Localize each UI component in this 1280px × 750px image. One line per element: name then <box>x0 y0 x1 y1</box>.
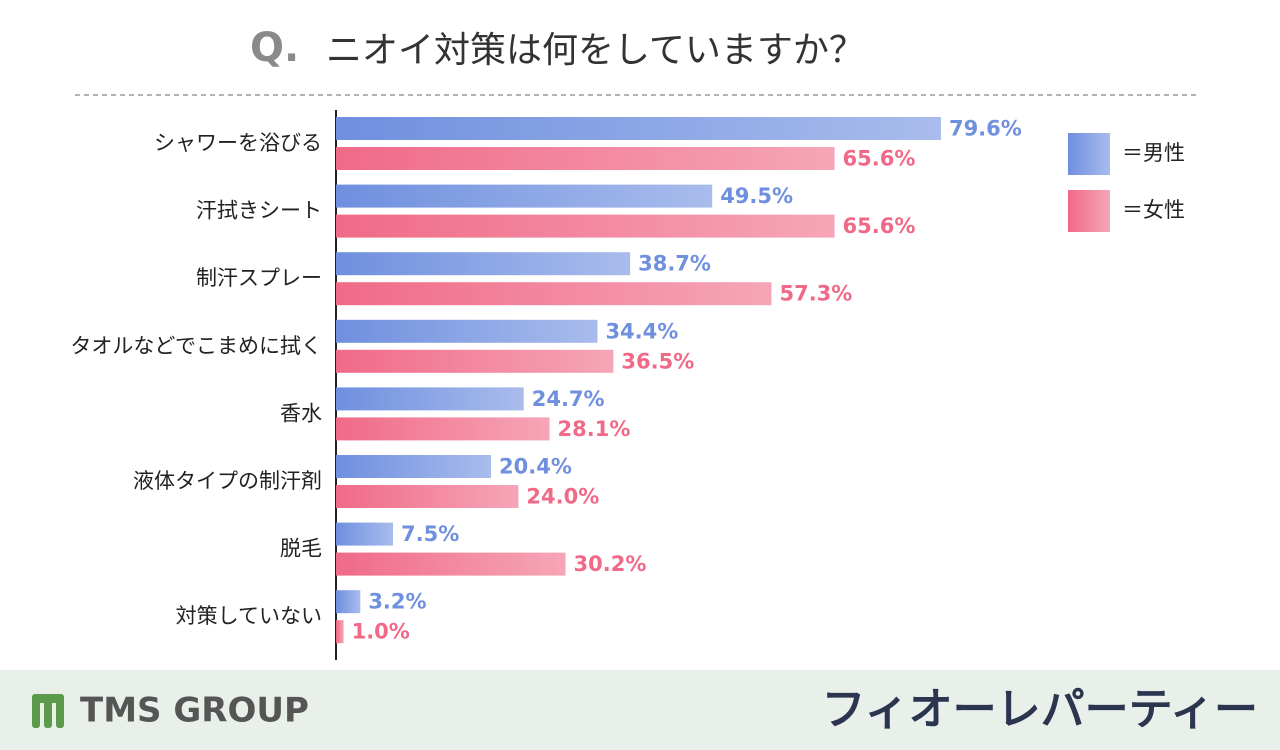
bar <box>336 417 550 441</box>
value-label: 57.3% <box>779 282 852 306</box>
bar <box>336 214 835 238</box>
category-label: 香水 <box>280 401 322 425</box>
value-label: 30.2% <box>574 552 647 576</box>
bar <box>336 282 772 306</box>
value-label: 34.4% <box>605 319 678 343</box>
value-label: 20.4% <box>499 455 572 479</box>
value-label: 65.6% <box>843 147 916 171</box>
value-label: 38.7% <box>638 252 711 276</box>
footer-band <box>0 670 1280 750</box>
value-label: 7.5% <box>401 522 459 546</box>
bar <box>336 485 519 508</box>
bar <box>336 252 631 276</box>
legend-label: ＝女性 <box>1122 198 1185 222</box>
bar <box>336 117 941 140</box>
value-label: 1.0% <box>352 620 410 644</box>
footer-left: TMS GROUP <box>80 691 309 731</box>
bar <box>336 552 566 576</box>
legend-swatch <box>1068 190 1110 232</box>
category-label: 液体タイプの制汗剤 <box>133 469 322 493</box>
category-label: タオルなどでこまめに拭く <box>70 334 322 358</box>
value-label: 79.6% <box>949 117 1022 141</box>
bar <box>336 522 393 546</box>
value-label: 65.6% <box>843 214 916 238</box>
category-label: 脱毛 <box>280 537 322 561</box>
category-label: 制汗スプレー <box>196 266 322 290</box>
chart-title: ニオイ対策は何をしていますか？ <box>326 30 865 71</box>
value-label: 36.5% <box>621 349 694 373</box>
value-label: 24.0% <box>526 485 599 509</box>
bar <box>336 184 713 208</box>
footer-logo-icon <box>32 694 64 728</box>
value-label: 28.1% <box>558 417 631 441</box>
bar <box>336 387 524 411</box>
bar <box>336 455 492 478</box>
title-prefix: Q. <box>250 25 299 71</box>
bar <box>336 620 344 644</box>
category-label: 対策していない <box>176 604 322 628</box>
legend-label: ＝男性 <box>1122 141 1185 165</box>
value-label: 3.2% <box>368 590 426 614</box>
category-label: 汗拭きシート <box>196 199 322 223</box>
bar <box>336 319 598 343</box>
footer-right: フィオーレパーティー <box>822 684 1258 735</box>
category-label: シャワーを浴びる <box>154 131 322 155</box>
bar <box>336 147 835 170</box>
value-label: 24.7% <box>532 387 605 411</box>
value-label: 49.5% <box>720 184 793 208</box>
bar <box>336 590 361 614</box>
bar <box>336 349 614 373</box>
legend-swatch <box>1068 133 1110 175</box>
